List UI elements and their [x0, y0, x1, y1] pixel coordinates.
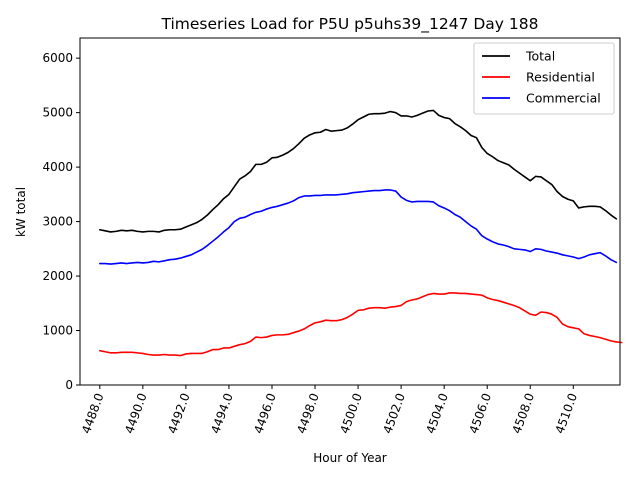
y-tick-label: 6000	[42, 51, 73, 65]
x-axis-label: Hour of Year	[313, 451, 387, 465]
y-axis-ticks: 0 1000 2000 3000 4000 5000 6000	[42, 51, 80, 392]
axes-frame	[79, 37, 621, 386]
legend-label-residential: Residential	[526, 70, 595, 85]
legend-label-total: Total	[525, 49, 555, 64]
y-tick-label: 2000	[42, 269, 73, 283]
chart-title: Timeseries Load for P5U p5uhs39_1247 Day…	[161, 15, 539, 34]
legend-entries: Total Residential Commercial	[482, 49, 601, 106]
legend-label-commercial: Commercial	[526, 91, 601, 106]
series-line-commercial	[99, 189, 618, 265]
legend-box	[473, 42, 615, 115]
series-lines	[99, 109, 623, 357]
plot-area	[79, 37, 623, 386]
series-line-total	[99, 109, 618, 233]
y-tick-label: 4000	[42, 160, 73, 174]
y-tick-label: 1000	[42, 324, 73, 338]
y-axis-label: kW total	[14, 187, 28, 237]
y-tick-label: 0	[65, 378, 73, 392]
series-line-residential	[99, 292, 623, 357]
y-tick-label: 3000	[42, 215, 73, 229]
y-tick-label: 5000	[42, 106, 73, 120]
legend: Total Residential Commercial	[473, 42, 615, 115]
